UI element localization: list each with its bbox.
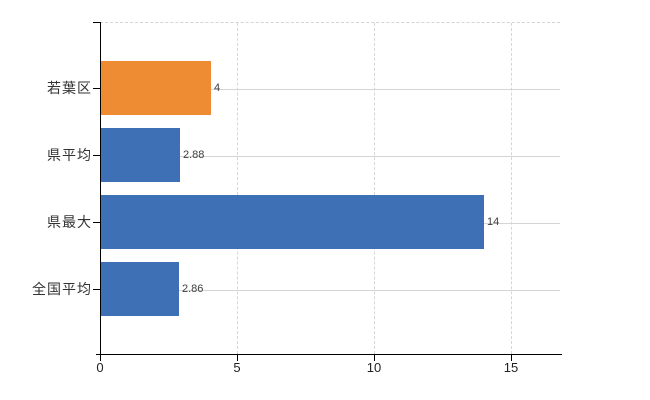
y-axis-tick: [93, 88, 100, 89]
bar: [101, 262, 179, 316]
x-tick-label: 10: [366, 360, 382, 375]
category-label: 全国平均: [32, 281, 92, 297]
category-label: 若葉区: [47, 80, 92, 96]
category-label: 県平均: [47, 147, 92, 163]
x-axis-tick: [511, 355, 512, 361]
x-tick-label: 0: [96, 360, 104, 375]
value-label: 4: [214, 82, 221, 94]
gridline-horizontal: [100, 89, 560, 90]
category-label: 県最大: [47, 214, 92, 230]
gridline-horizontal: [100, 290, 560, 291]
gridline-vertical: [374, 23, 375, 354]
y-axis-top-tick: [93, 22, 100, 23]
x-axis-tick: [100, 355, 101, 361]
y-axis-tick: [93, 155, 100, 156]
gridline-vertical: [237, 23, 238, 354]
x-axis-tick: [374, 355, 375, 361]
x-tick-label: 15: [503, 360, 519, 375]
x-axis-line: [96, 354, 562, 355]
gridline-horizontal: [100, 156, 560, 157]
y-axis-line: [100, 22, 101, 354]
bar: [101, 195, 484, 249]
value-label: 14: [487, 216, 500, 228]
value-label: 2.86: [182, 283, 204, 295]
gridline-vertical: [511, 23, 512, 354]
x-tick-label: 5: [233, 360, 241, 375]
bar: [101, 61, 211, 115]
y-axis-tick: [93, 222, 100, 223]
x-axis-tick: [237, 355, 238, 361]
value-label: 2.88: [183, 149, 205, 161]
y-axis-tick: [93, 289, 100, 290]
bar: [101, 128, 180, 182]
